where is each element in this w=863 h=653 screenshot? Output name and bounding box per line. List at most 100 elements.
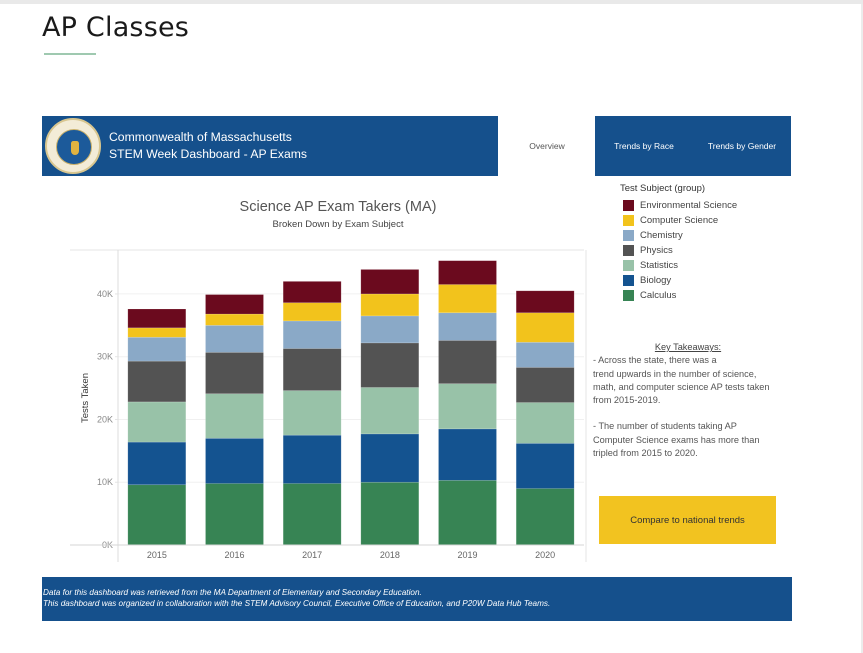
key-takeaways: Key Takeaways: - Across the state, there… (593, 341, 783, 460)
bar-segment-computer-science[interactable] (438, 284, 497, 314)
bar-segment-biology[interactable] (127, 441, 187, 486)
bar-segment-chemistry[interactable] (438, 312, 497, 341)
takeaway-text: - The number of students taking AP (593, 421, 737, 432)
bar-segment-biology[interactable] (360, 433, 420, 483)
legend-item[interactable]: Statistics (620, 258, 737, 273)
legend-swatch (623, 260, 634, 271)
tab-overview[interactable]: Overview (529, 141, 565, 151)
legend-label: Physics (640, 245, 673, 256)
bar-segment-physics[interactable] (205, 352, 264, 395)
key-takeaways-title: Key Takeaways: (654, 342, 722, 352)
legend-item[interactable]: Calculus (620, 288, 737, 303)
top-border (0, 0, 863, 4)
bar-segment-physics[interactable] (515, 367, 575, 403)
y-tick-label: 20K (97, 414, 113, 424)
bar-segment-calculus[interactable] (282, 483, 342, 546)
bar-segment-chemistry[interactable] (360, 315, 420, 344)
legend-title: Test Subject (group) (620, 183, 706, 194)
compare-national-trends-button[interactable]: Compare to national trends (599, 496, 776, 544)
legend-label: Computer Science (640, 215, 719, 226)
bar-segment-computer-science[interactable] (282, 302, 342, 322)
page-title: AP Classes (42, 12, 190, 43)
bar-segment-environmental-science[interactable] (360, 269, 420, 295)
legend-swatch (623, 275, 634, 286)
bar-segment-environmental-science[interactable] (282, 281, 342, 304)
banner-title: Commonwealth of Massachusetts STEM Week … (109, 129, 307, 163)
legend-label: Statistics (640, 260, 679, 271)
nav-tabs: Trends by Race Trends by Gender (595, 116, 791, 176)
tab-trends-by-gender[interactable]: Trends by Gender (707, 141, 777, 151)
bar-segment-biology[interactable] (205, 437, 264, 484)
y-tick-label: 40K (97, 289, 113, 299)
bar-segment-calculus[interactable] (205, 483, 264, 546)
bar-segment-calculus[interactable] (515, 488, 575, 546)
y-tick-label: 10K (97, 477, 113, 487)
legend-item[interactable]: Physics (620, 243, 737, 258)
banner-title-line1: Commonwealth of Massachusetts (109, 130, 292, 144)
bar-segment-calculus[interactable] (438, 480, 497, 546)
legend: Test Subject (group) Environmental Scien… (620, 183, 737, 303)
dashboard-header-banner: Commonwealth of Massachusetts STEM Week … (42, 116, 498, 176)
bar-segment-computer-science[interactable] (127, 327, 187, 338)
legend-label: Biology (640, 275, 672, 286)
takeaway-text: from 2015-2019. (593, 395, 661, 406)
bar-stack-2020[interactable] (515, 290, 575, 546)
legend-item[interactable]: Environmental Science (620, 198, 737, 213)
takeaway-text: trend upwards in the number of science, (593, 368, 757, 379)
bar-segment-chemistry[interactable] (127, 336, 187, 362)
bar-segment-physics[interactable] (127, 360, 187, 403)
bar-segment-environmental-science[interactable] (205, 294, 264, 315)
bar-segment-physics[interactable] (282, 348, 342, 391)
scrollbar-track[interactable] (861, 4, 863, 653)
footer-line1: Data for this dashboard was retrieved fr… (43, 588, 422, 597)
x-tick-label: 2018 (380, 550, 400, 560)
bar-segment-statistics[interactable] (360, 387, 420, 435)
bar-segment-physics[interactable] (360, 342, 420, 388)
legend-item[interactable]: Chemistry (620, 228, 737, 243)
bar-stack-2015[interactable] (127, 308, 187, 546)
bar-segment-environmental-science[interactable] (127, 308, 187, 329)
bar-segment-statistics[interactable] (127, 401, 187, 443)
legend-item[interactable]: Computer Science (620, 213, 737, 228)
takeaway-text: tripled from 2015 to 2020. (593, 448, 698, 459)
legend-swatch (623, 200, 634, 211)
bar-stack-2018[interactable] (360, 269, 420, 546)
chart-title: Science AP Exam Takers (MA) (239, 199, 437, 215)
legend-label: Chemistry (640, 230, 683, 241)
bar-segment-chemistry[interactable] (205, 325, 264, 353)
bar-stack-2019[interactable] (438, 260, 497, 546)
bar-segment-biology[interactable] (282, 434, 342, 484)
bar-segment-computer-science[interactable] (360, 293, 420, 317)
bar-segment-statistics[interactable] (205, 393, 264, 439)
chart-subtitle: Broken Down by Exam Subject (272, 219, 404, 230)
bar-segment-biology[interactable] (515, 443, 575, 489)
bar-segment-environmental-science[interactable] (515, 290, 575, 314)
legend-swatch (623, 245, 634, 256)
takeaway-text: Computer Science exams has more than (593, 434, 760, 445)
bar-segment-computer-science[interactable] (515, 312, 575, 343)
bar-segment-chemistry[interactable] (515, 341, 575, 368)
bar-segment-calculus[interactable] (127, 484, 187, 546)
y-axis-title: Tests Taken (80, 373, 91, 423)
bar-segment-chemistry[interactable] (282, 320, 342, 349)
bar-stack-2017[interactable] (282, 281, 342, 546)
x-tick-label: 2016 (224, 550, 244, 560)
bar-segment-computer-science[interactable] (205, 313, 264, 326)
bar-segment-calculus[interactable] (360, 481, 420, 546)
bar-segment-statistics[interactable] (282, 390, 342, 436)
banner-title-line2: STEM Week Dashboard - AP Exams (109, 147, 308, 161)
x-tick-label: 2017 (302, 550, 322, 560)
bar-segment-environmental-science[interactable] (438, 260, 497, 285)
bar-segment-statistics[interactable] (438, 383, 497, 430)
bar-segment-physics[interactable] (438, 340, 497, 384)
x-tick-label: 2019 (457, 550, 477, 560)
massachusetts-seal-icon (45, 118, 101, 174)
legend-swatch (623, 290, 634, 301)
bar-segment-biology[interactable] (438, 428, 497, 481)
legend-item[interactable]: Biology (620, 273, 737, 288)
legend-label: Calculus (640, 290, 677, 301)
bar-stack-2016[interactable] (205, 294, 264, 546)
tab-trends-by-race[interactable]: Trends by Race (614, 141, 674, 151)
bar-segment-statistics[interactable] (515, 402, 575, 444)
